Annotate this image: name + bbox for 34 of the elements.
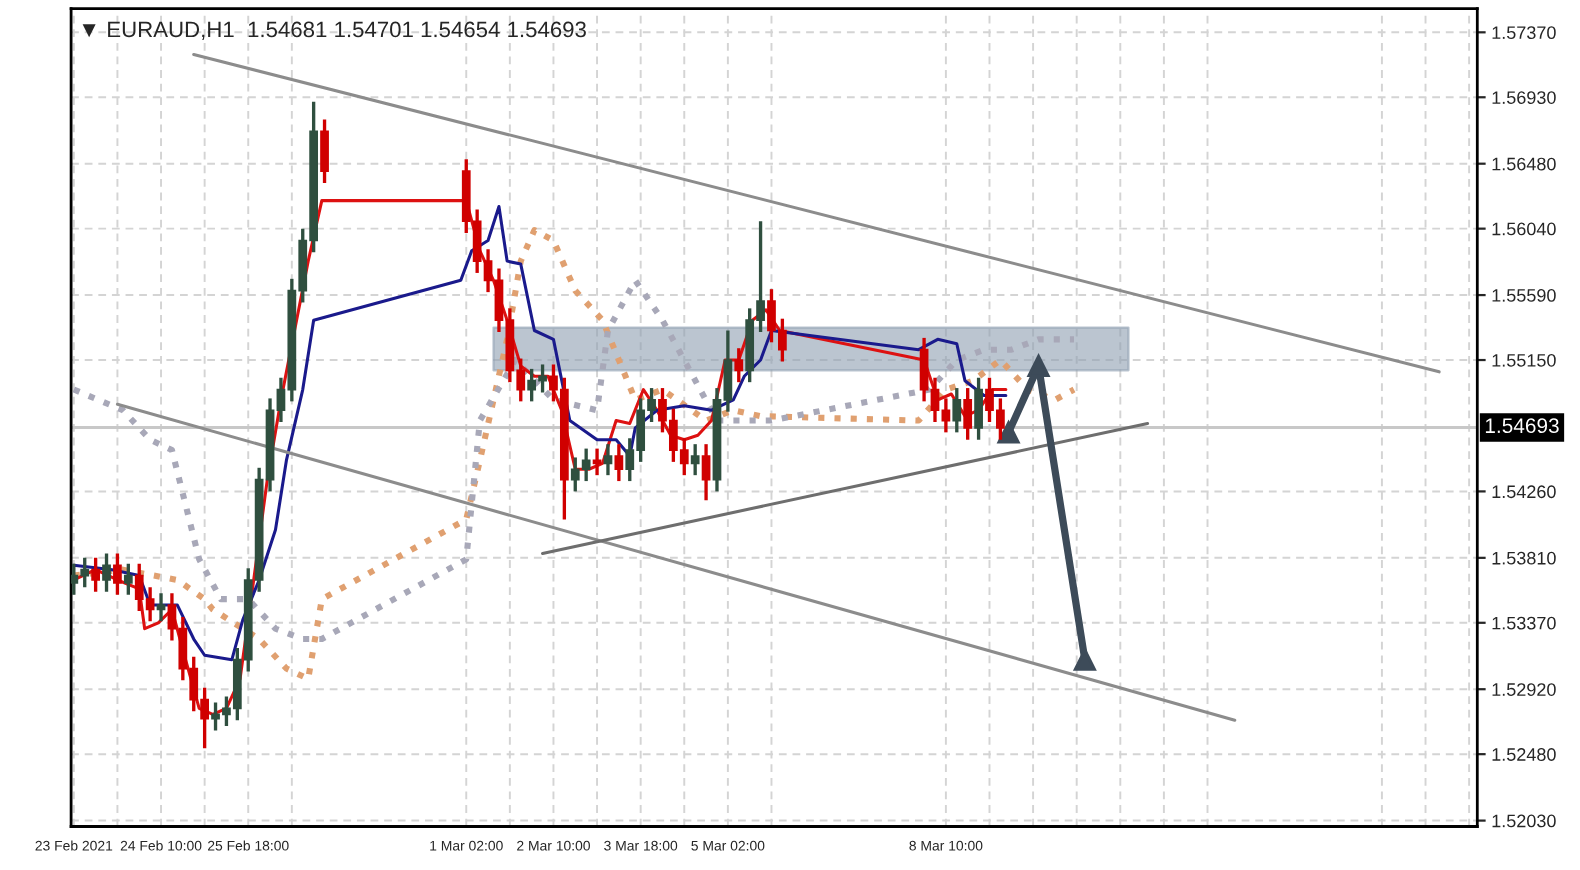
- y-tick-label: 1.56040: [1492, 222, 1556, 236]
- ref-line-label: 1.54693: [1485, 418, 1559, 434]
- candlestick: [952, 386, 962, 435]
- y-tick-label: 1.56480: [1492, 157, 1556, 171]
- y-tick-label: 1.55590: [1492, 289, 1556, 302]
- y-tick-label: 1.56930: [1492, 91, 1556, 104]
- candlestick: [734, 346, 744, 384]
- y-tick-label: 1.55150: [1492, 353, 1556, 367]
- y-tick-label: 1.52480: [1492, 748, 1556, 761]
- point: [1073, 648, 1096, 671]
- candlestick: [80, 556, 90, 590]
- candlestick: [603, 442, 613, 477]
- line-series: [71, 277, 1078, 643]
- line-series: [71, 227, 1078, 682]
- candlestick: [156, 591, 166, 623]
- candlestick: [123, 562, 133, 597]
- candlestick: [113, 551, 122, 597]
- y-tick-label: 1.52920: [1492, 683, 1556, 696]
- candlestick: [701, 442, 711, 502]
- candlestick: [614, 442, 624, 483]
- y-tick-label: 1.54260: [1492, 485, 1556, 499]
- candlestick: [320, 117, 329, 185]
- point: [997, 421, 1020, 444]
- candlestick: [974, 376, 983, 442]
- chart-title: ▼ EURAUD,H1 1.54681 1.54701 1.54654 1.54693: [82, 21, 586, 40]
- y-tick-label: 1.53370: [1492, 616, 1556, 630]
- candlestick: [963, 386, 973, 442]
- y-tick-label: 1.57370: [1492, 26, 1556, 40]
- y-tick-label: 1.53810: [1492, 551, 1556, 565]
- y-tick-label: 1.52030: [1492, 814, 1556, 828]
- candlestick: [690, 442, 700, 477]
- candlestick: [102, 551, 111, 594]
- candlestick: [91, 556, 101, 594]
- point: [1027, 354, 1050, 378]
